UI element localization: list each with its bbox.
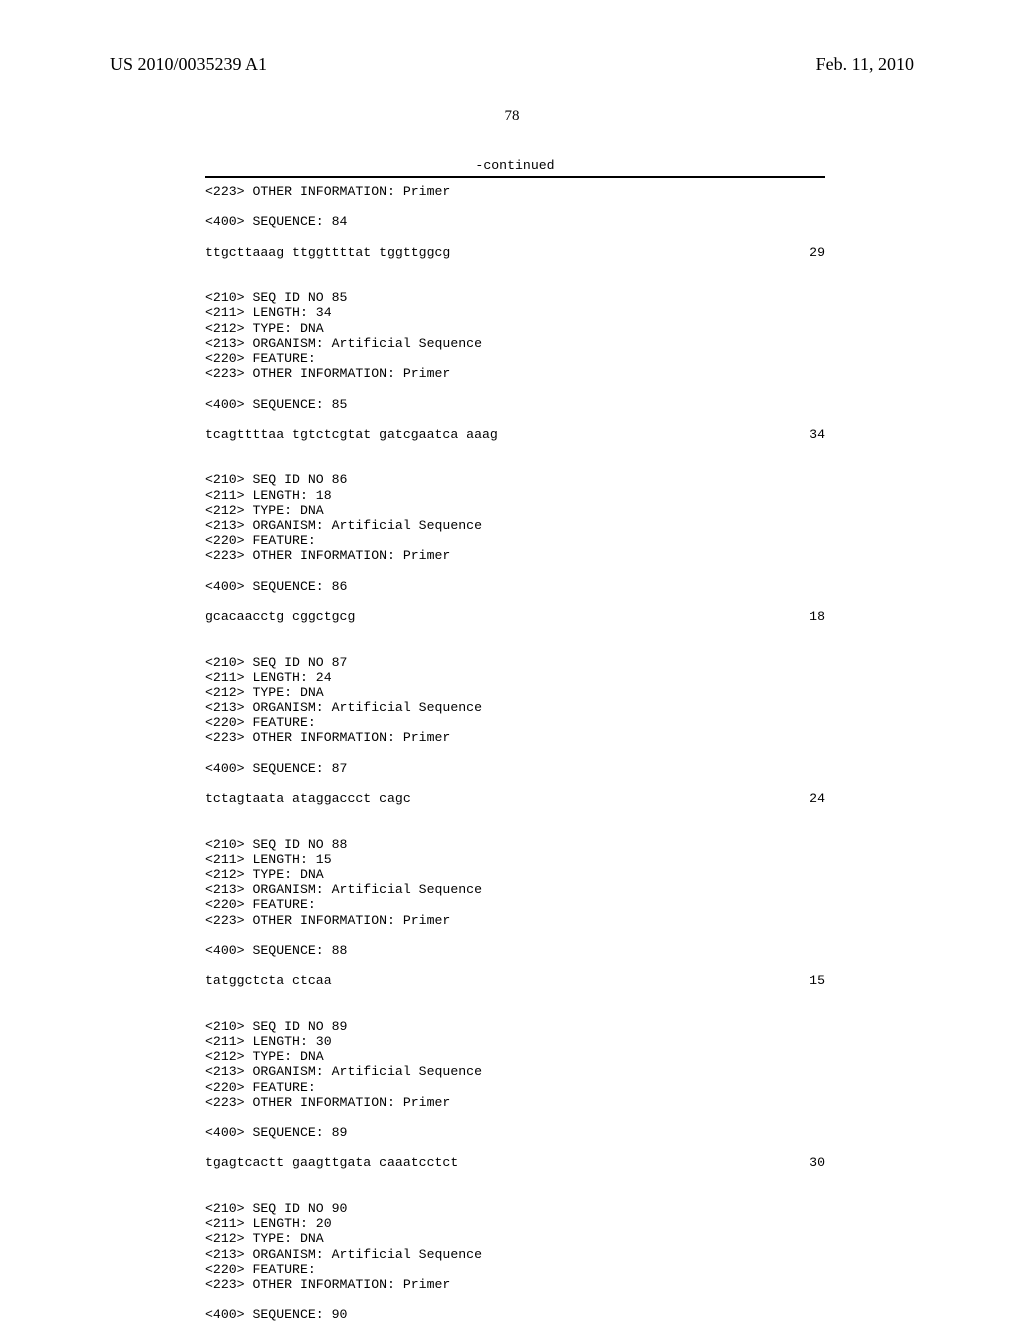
seq-label: <400> SEQUENCE: 87 (205, 761, 825, 776)
seq-meta-line: <220> FEATURE: (205, 533, 825, 548)
seq-meta-line: <213> ORGANISM: Artificial Sequence (205, 700, 825, 715)
seq-meta-line: <211> LENGTH: 20 (205, 1216, 825, 1231)
seq-meta-line: <212> TYPE: DNA (205, 1049, 825, 1064)
seq-meta-line: <223> OTHER INFORMATION: Primer (205, 548, 825, 563)
seq-meta-line: <210> SEQ ID NO 85 (205, 290, 825, 305)
seq-meta-line: <212> TYPE: DNA (205, 867, 825, 882)
publication-date: Feb. 11, 2010 (816, 54, 914, 75)
seq-meta-line: <212> TYPE: DNA (205, 685, 825, 700)
seq-meta-line: <223> OTHER INFORMATION: Primer (205, 366, 825, 381)
seq-text: tgagtcactt gaagttgata caaatcctct (205, 1155, 458, 1170)
seq-meta-line: <210> SEQ ID NO 86 (205, 472, 825, 487)
seq-meta-line: <213> ORGANISM: Artificial Sequence (205, 882, 825, 897)
page-number: 78 (0, 108, 1024, 125)
seq-label: <400> SEQUENCE: 88 (205, 943, 825, 958)
seq-length: 29 (809, 245, 825, 260)
seq-meta-line: <212> TYPE: DNA (205, 321, 825, 336)
seq-meta-line: <220> FEATURE: (205, 351, 825, 366)
seq-length: 15 (809, 973, 825, 988)
seq-data-row: tgagtcactt gaagttgata caaatcctct 30 (205, 1155, 825, 1170)
seq-data-row: tctagtaata ataggaccct cagc 24 (205, 791, 825, 806)
seq-meta-line: <210> SEQ ID NO 88 (205, 837, 825, 852)
seq-text: tatggctcta ctcaa (205, 973, 332, 988)
seq-data-row: ttgcttaaag ttggttttat tggttggcg 29 (205, 245, 825, 260)
seq-length: 18 (809, 609, 825, 624)
seq-meta-line: <212> TYPE: DNA (205, 1231, 825, 1246)
continued-label: -continued (205, 158, 825, 173)
seq-meta-line: <220> FEATURE: (205, 897, 825, 912)
seq-meta-line: <223> OTHER INFORMATION: Primer (205, 913, 825, 928)
seq-meta-line: <213> ORGANISM: Artificial Sequence (205, 336, 825, 351)
seq-data-row: gcacaacctg cggctgcg 18 (205, 609, 825, 624)
seq-meta-line: <211> LENGTH: 15 (205, 852, 825, 867)
seq-meta-line: <210> SEQ ID NO 90 (205, 1201, 825, 1216)
seq-text: ttgcttaaag ttggttttat tggttggcg (205, 245, 450, 260)
publication-number: US 2010/0035239 A1 (110, 54, 267, 75)
seq-meta-line: <220> FEATURE: (205, 715, 825, 730)
seq-text: tctagtaata ataggaccct cagc (205, 791, 411, 806)
seq-text: gcacaacctg cggctgcg (205, 609, 355, 624)
seq-meta-line: <223> OTHER INFORMATION: Primer (205, 1095, 825, 1110)
seq-meta-line: <220> FEATURE: (205, 1262, 825, 1277)
sequence-listing: <223> OTHER INFORMATION: Primer <400> SEQ… (205, 184, 825, 1322)
seq-label: <400> SEQUENCE: 86 (205, 579, 825, 594)
seq-data-row: tcagttttaa tgtctcgtat gatcgaatca aaag 34 (205, 427, 825, 442)
seq-label: <400> SEQUENCE: 89 (205, 1125, 825, 1140)
seq-meta-line: <211> LENGTH: 18 (205, 488, 825, 503)
seq-length: 34 (809, 427, 825, 442)
seq-meta-line: <211> LENGTH: 24 (205, 670, 825, 685)
seq-label: <400> SEQUENCE: 85 (205, 397, 825, 412)
seq-meta-line: <211> LENGTH: 34 (205, 305, 825, 320)
seq-text: tcagttttaa tgtctcgtat gatcgaatca aaag (205, 427, 498, 442)
seq-meta-line: <223> OTHER INFORMATION: Primer (205, 1277, 825, 1292)
seq-meta-line: <223> OTHER INFORMATION: Primer (205, 184, 825, 199)
seq-meta-line: <220> FEATURE: (205, 1080, 825, 1095)
page: US 2010/0035239 A1 Feb. 11, 2010 78 -con… (0, 0, 1024, 1320)
seq-meta-line: <210> SEQ ID NO 87 (205, 655, 825, 670)
seq-label: <400> SEQUENCE: 84 (205, 214, 825, 229)
seq-data-row: tatggctcta ctcaa 15 (205, 973, 825, 988)
seq-meta-line: <223> OTHER INFORMATION: Primer (205, 730, 825, 745)
seq-meta-line: <211> LENGTH: 30 (205, 1034, 825, 1049)
seq-meta-line: <213> ORGANISM: Artificial Sequence (205, 518, 825, 533)
seq-meta-line: <210> SEQ ID NO 89 (205, 1019, 825, 1034)
seq-length: 30 (809, 1155, 825, 1170)
seq-meta-line: <212> TYPE: DNA (205, 503, 825, 518)
horizontal-rule (205, 176, 825, 178)
seq-meta-line: <213> ORGANISM: Artificial Sequence (205, 1064, 825, 1079)
seq-length: 24 (809, 791, 825, 806)
seq-meta-line: <213> ORGANISM: Artificial Sequence (205, 1247, 825, 1262)
